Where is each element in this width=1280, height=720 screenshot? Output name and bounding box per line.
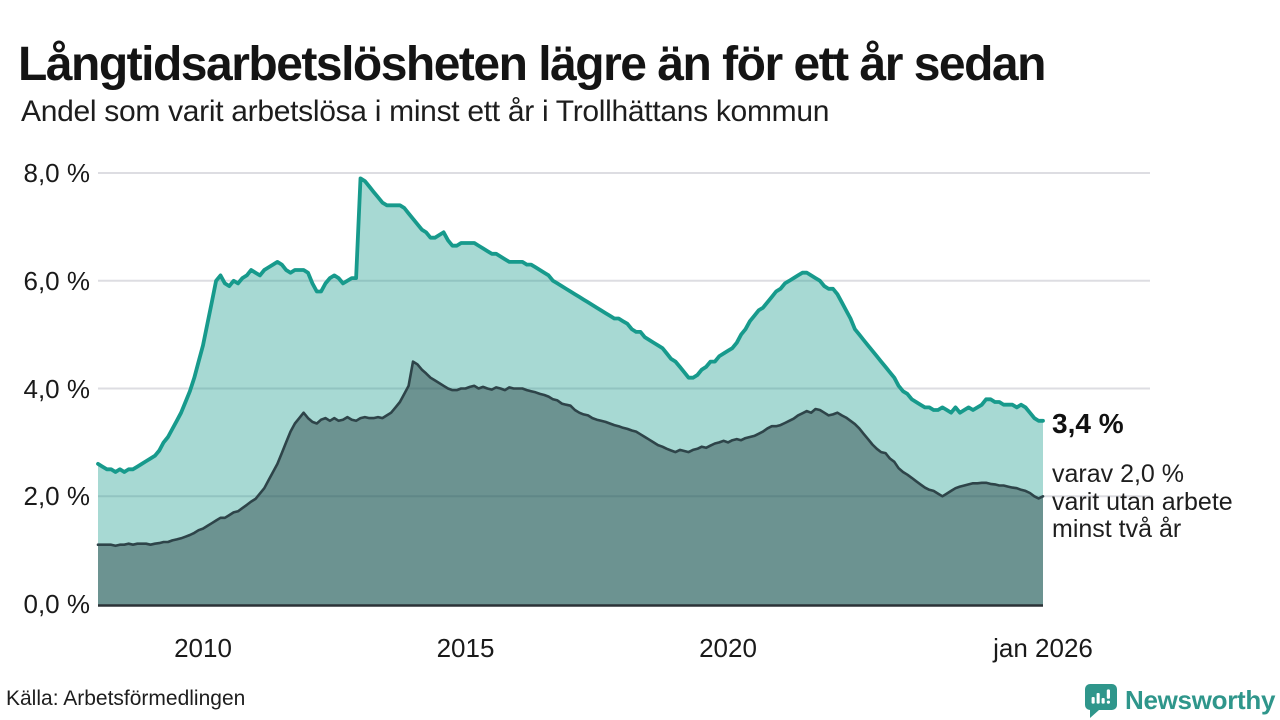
y-axis-tick-label: 6,0 % xyxy=(23,265,91,296)
line-one-year xyxy=(96,176,1045,474)
sublabel-line-3: minst två år xyxy=(1052,515,1182,543)
area-fill-one-year xyxy=(98,178,1043,605)
area-fill-two-years xyxy=(98,361,1043,605)
area-chart xyxy=(96,172,1150,607)
source-credit: Källa: Arbetsförmedlingen xyxy=(6,687,246,710)
page-title: Långtidsarbetslösheten lägre än för ett … xyxy=(18,38,1046,92)
y-axis-tick-label: 0,0 % xyxy=(23,589,91,619)
x-axis-tick-label: 2020 xyxy=(699,633,757,663)
y-axis-tick-label: 2,0 % xyxy=(23,481,91,512)
y-axis-tick-label: 8,0 % xyxy=(23,158,91,188)
sublabel-line-2: varit utan arbete xyxy=(1052,487,1233,516)
sublabel-line-1: varav 2,0 % xyxy=(1052,460,1185,488)
y-axis-tick-label: 4,0 % xyxy=(23,373,91,404)
newsworthy-logo: Newsworthy xyxy=(1084,683,1275,719)
chart-subtitle: Andel som varit arbetslösa i minst ett å… xyxy=(21,95,830,128)
end-value-label: 3,4 % xyxy=(1052,408,1124,439)
newsworthy-logo-text: Newsworthy xyxy=(1125,685,1276,715)
x-axis-tick-label: 2010 xyxy=(174,633,232,663)
x-axis-tick-label: jan 2026 xyxy=(993,633,1093,663)
x-axis-tick-label: 2015 xyxy=(436,633,495,663)
end-value-sublabel: varav 2,0 % varit utan arbete minst två … xyxy=(1052,460,1233,544)
newsworthy-logo-icon xyxy=(1085,684,1117,718)
line-two-years xyxy=(96,360,1045,548)
